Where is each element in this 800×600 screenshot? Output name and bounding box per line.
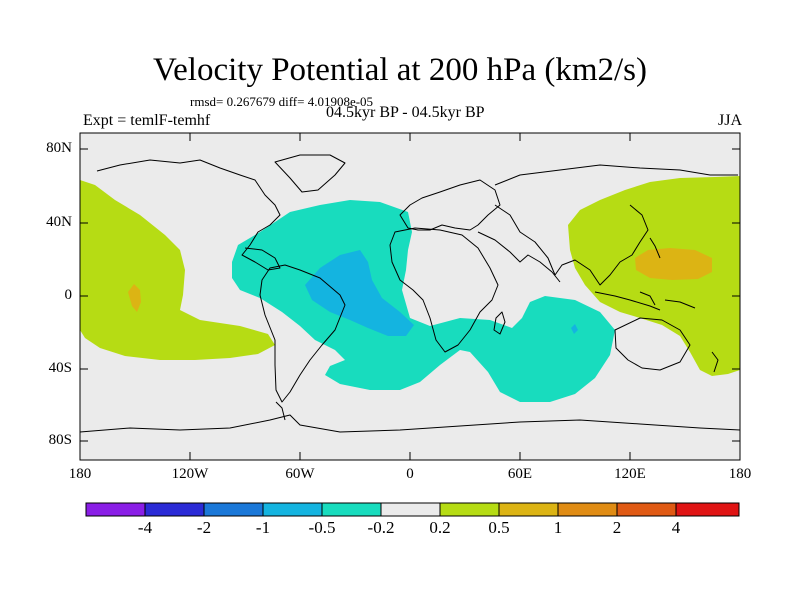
region-indian-small (571, 324, 578, 334)
coast-antarctica (79, 414, 741, 433)
lon-label-60w: 60W (285, 466, 315, 482)
colorbar-box-2 (144, 502, 205, 517)
coast-europe (399, 179, 501, 231)
colorbar-box-5 (321, 502, 382, 517)
colorbar-box-3 (203, 502, 264, 517)
colorbar-box-10 (616, 502, 677, 517)
colorbar-label: -4 (137, 518, 153, 537)
colorbar-label: -0.2 (367, 518, 395, 537)
colorbar-label: -1 (255, 518, 271, 537)
coastlines (79, 154, 741, 433)
coast-south-america (259, 264, 346, 403)
lon-label-120w: 120W (171, 466, 209, 482)
region-atlantic-negative (232, 200, 615, 402)
coast-asia (494, 164, 738, 286)
colorbar-label: 0.5 (488, 518, 510, 537)
colorbar-box-6 (380, 502, 441, 517)
lon-label-0: 0 (406, 466, 414, 482)
lon-ticks (189, 133, 631, 460)
stats-label: rmsd= 0.267679 diff= 4.01908e-05 (190, 94, 374, 109)
lat-label-80s: 80S (48, 432, 72, 448)
colorbar-box-9 (557, 502, 618, 517)
lat-label-40n: 40N (46, 214, 72, 230)
colorbar-label: 2 (612, 518, 622, 537)
coast-north-america (96, 159, 281, 271)
colorbar-label: -2 (196, 518, 212, 537)
lon-label-120e: 120E (614, 466, 646, 482)
colorbar-box-8 (498, 502, 559, 517)
coast-australia (614, 317, 691, 371)
colorbar-box-1 (85, 502, 146, 517)
colorbar-label: 1 (553, 518, 563, 537)
season-label: JJA (717, 112, 742, 129)
experiment-label: Expt = temlF-temhf (83, 112, 211, 129)
coast-africa (389, 227, 499, 353)
region-asia-core (635, 248, 712, 280)
coast-antarctic-peninsula (275, 401, 286, 421)
coast-indonesia (594, 291, 696, 311)
region-pacific-positive (80, 180, 275, 360)
coast-new-zealand (711, 351, 719, 373)
coast-greenland (274, 154, 346, 193)
region-pacific-weak-max (128, 284, 141, 312)
map-title: Velocity Potential at 200 hPa (km2/s) (152, 52, 648, 88)
colorbar (85, 502, 740, 517)
colorbar-label: 0.2 (429, 518, 451, 537)
coast-arabia-india (477, 231, 561, 283)
lon-label-180w: 180 (68, 466, 92, 482)
colorbar-label: 4 (671, 518, 681, 537)
period-label: 04.5kyr BP - 04.5kyr BP (326, 104, 485, 121)
lat-label-40s: 40S (48, 360, 72, 376)
colorbar-box-11 (675, 502, 740, 517)
colorbar-box-7 (439, 502, 500, 517)
colorbar-label: -0.5 (308, 518, 336, 537)
lon-label-60e: 60E (507, 466, 533, 482)
lat-label-0: 0 (64, 287, 73, 303)
colorbar-box-4 (262, 502, 323, 517)
lat-ticks (80, 148, 740, 442)
coast-madagascar (493, 311, 506, 335)
lat-label-80n: 80N (46, 140, 72, 156)
lon-label-180e: 180 (728, 466, 752, 482)
region-atlantic-core (305, 250, 414, 336)
